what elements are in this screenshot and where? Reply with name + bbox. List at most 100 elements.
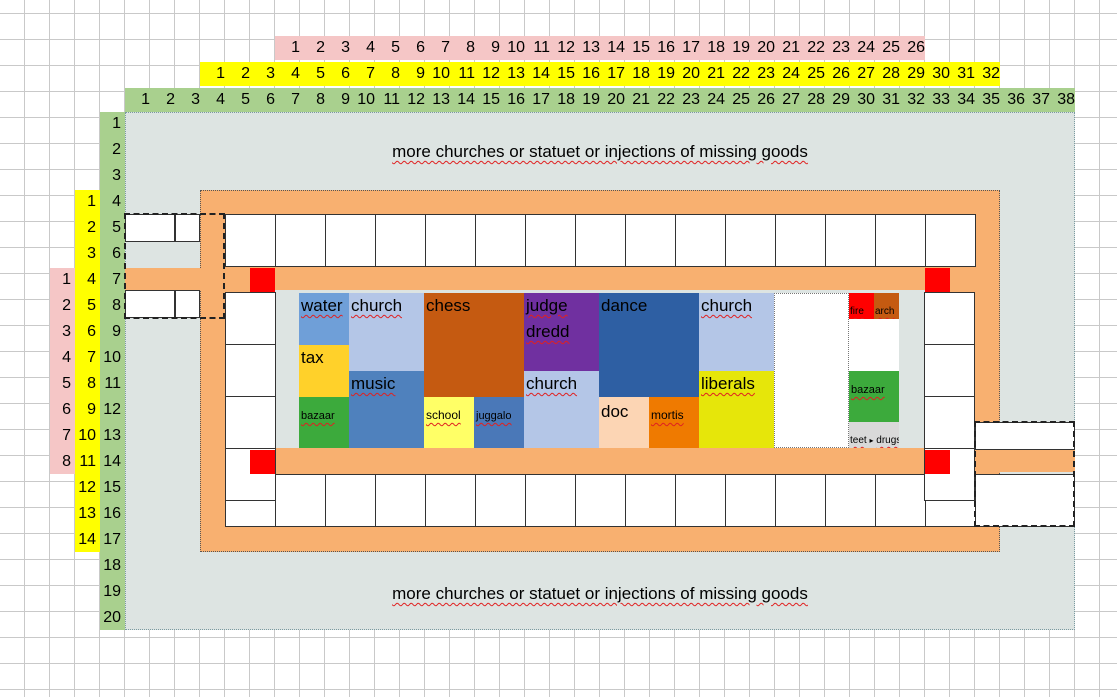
bottom-banner: more churches or statuet or injections o… — [392, 584, 808, 603]
plot-cell[interactable] — [575, 474, 626, 527]
column-number: 18 — [707, 39, 725, 56]
east-entrance-selection[interactable] — [974, 421, 1075, 527]
column-number: 5 — [316, 65, 325, 82]
plot-cell[interactable] — [425, 214, 476, 267]
column-number: 9 — [341, 91, 350, 108]
plot-cell[interactable] — [924, 292, 975, 345]
column-number: 34 — [957, 91, 975, 108]
pink-column-numbers: 1 2 3 4 5 6 7 8 9 10 11 12 13 14 15 16 17 18 19 20 21 22 23 24 2… — [275, 38, 925, 58]
column-number: 25 — [732, 91, 750, 108]
block-doc[interactable]: doc — [599, 397, 649, 448]
plot-cell[interactable] — [475, 214, 526, 267]
empty-lot[interactable] — [774, 293, 849, 448]
plot-cell[interactable] — [725, 214, 776, 267]
corner-marker-ne — [925, 268, 950, 292]
plot-cell[interactable] — [825, 474, 876, 527]
column-number: 3 — [341, 39, 350, 56]
plot-cell[interactable] — [525, 214, 576, 267]
plot-cell[interactable] — [725, 474, 776, 527]
row-number: 13 — [103, 427, 121, 444]
column-number: 27 — [782, 91, 800, 108]
plot-cell[interactable] — [825, 214, 876, 267]
column-number: 29 — [832, 91, 850, 108]
column-number: 28 — [807, 91, 825, 108]
plot-cell[interactable] — [375, 474, 426, 527]
row-number: 2 — [87, 219, 96, 236]
block-music[interactable]: music — [349, 371, 424, 448]
column-number: 31 — [957, 65, 975, 82]
block-bazaar-2[interactable]: bazaar — [849, 371, 899, 422]
plot-cell[interactable] — [225, 292, 276, 345]
block-liberals[interactable]: liberals — [699, 371, 774, 448]
row-number: 7 — [87, 349, 96, 366]
block-church-3[interactable]: church — [524, 371, 599, 448]
column-number: 13 — [432, 91, 450, 108]
block-dance[interactable]: dance — [599, 293, 699, 397]
plot-cell[interactable] — [275, 474, 326, 527]
block-church-1[interactable]: church — [349, 293, 424, 371]
plot-cell[interactable] — [924, 396, 975, 449]
plot-cell[interactable] — [924, 344, 975, 397]
row-number: 18 — [103, 557, 121, 574]
yellow-row-header-strip — [75, 190, 100, 552]
block-chess[interactable]: chess — [424, 293, 524, 397]
plot-cell[interactable] — [675, 474, 726, 527]
plot-cell[interactable] — [175, 214, 200, 242]
east-access-road — [995, 450, 1075, 472]
row-number: 20 — [103, 609, 121, 626]
plot-cell[interactable] — [125, 290, 175, 318]
plot-cell[interactable] — [775, 474, 826, 527]
plot-cell[interactable] — [225, 344, 276, 397]
row-number: 3 — [87, 245, 96, 262]
block-church-2[interactable]: church — [699, 293, 774, 371]
row-number: 3 — [112, 167, 121, 184]
row-number: 6 — [62, 401, 71, 418]
plot-cell[interactable] — [675, 214, 726, 267]
row-number: 8 — [62, 453, 71, 470]
drugs-label: drugs — [876, 435, 899, 446]
row-number: 7 — [62, 427, 71, 444]
plot-cell[interactable] — [325, 214, 376, 267]
green-row-header-strip — [100, 112, 125, 630]
block-juggalo[interactable]: juggalo — [474, 397, 524, 448]
plot-cell[interactable] — [875, 214, 926, 267]
yellow-column-header-strip — [200, 62, 1000, 86]
block-teet-drugs[interactable]: teet ▸ drugs — [849, 422, 899, 448]
column-number: 7 — [366, 65, 375, 82]
plot-cell[interactable] — [375, 214, 426, 267]
column-number: 30 — [857, 91, 875, 108]
column-number: 9 — [416, 65, 425, 82]
column-number: 26 — [832, 65, 850, 82]
plot-cell[interactable] — [775, 214, 826, 267]
plot-cell[interactable] — [875, 474, 926, 527]
plot-cell[interactable] — [625, 214, 676, 267]
plot-cell[interactable] — [475, 474, 526, 527]
block-school[interactable]: school — [424, 397, 474, 448]
block-arch[interactable]: arch — [874, 293, 899, 319]
plot-cell[interactable] — [925, 214, 976, 267]
west-entrance-selection[interactable] — [124, 213, 225, 319]
column-number: 1 — [216, 65, 225, 82]
plot-cell[interactable] — [275, 214, 326, 267]
plot-cell[interactable] — [625, 474, 676, 527]
row-number: 11 — [104, 375, 121, 392]
row-number: 2 — [62, 297, 71, 314]
column-number: 10 — [357, 91, 375, 108]
plot-cell[interactable] — [425, 474, 476, 527]
block-mortis[interactable]: mortis — [649, 397, 699, 448]
block-tax[interactable]: tax — [299, 345, 349, 397]
block-bazaar-1[interactable]: bazaar — [299, 397, 349, 448]
block-fire[interactable]: fire — [849, 293, 874, 319]
column-number: 26 — [757, 91, 775, 108]
plot-cell[interactable] — [225, 396, 276, 449]
column-number: 14 — [532, 65, 550, 82]
plot-cell[interactable] — [525, 474, 576, 527]
plot-cell[interactable] — [575, 214, 626, 267]
plot-cell[interactable] — [325, 474, 376, 527]
block-water[interactable]: water — [299, 293, 349, 345]
block-judge-dredd[interactable]: judge dredd — [524, 293, 599, 371]
plot-cell[interactable] — [225, 214, 276, 267]
row-number: 4 — [62, 349, 71, 366]
column-number: 21 — [707, 65, 725, 82]
row-number: 8 — [112, 297, 121, 314]
